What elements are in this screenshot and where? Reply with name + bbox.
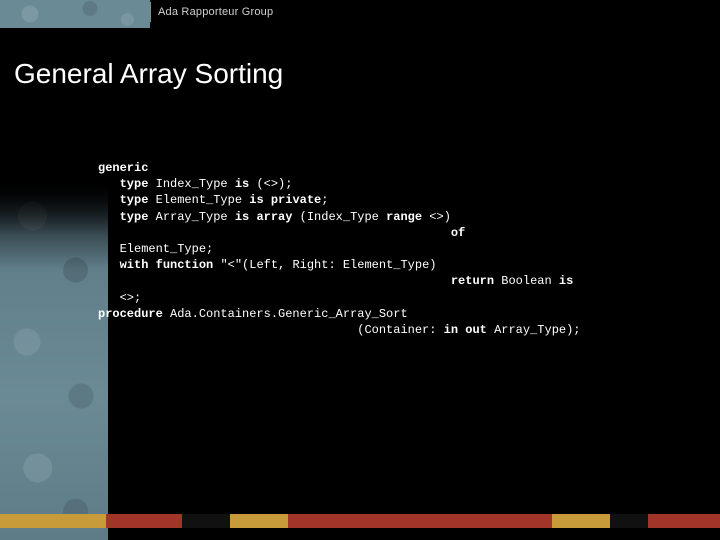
bottom-bar-segment (0, 514, 106, 528)
bottom-bar-segment (106, 514, 183, 528)
bottom-bar-segment (610, 514, 648, 528)
code-line: type Array_Type is array (Index_Type ran… (98, 209, 700, 225)
code-line: with function "<"(Left, Right: Element_T… (98, 257, 700, 273)
slide: Ada Rapporteur Group General Array Sorti… (0, 0, 720, 540)
bottom-bar-segment (648, 514, 720, 528)
code-line: Element_Type; (98, 241, 700, 257)
code-line: of (98, 225, 700, 241)
code-block: generic type Index_Type is (<>); type El… (98, 160, 700, 338)
code-line: procedure Ada.Containers.Generic_Array_S… (98, 306, 700, 322)
code-line: <>; (98, 290, 700, 306)
bottom-stripe-bar (0, 514, 720, 528)
bottom-bar-segment (182, 514, 230, 528)
code-line: type Element_Type is private; (98, 192, 700, 208)
left-texture-column (0, 180, 108, 540)
header-separator (150, 2, 151, 22)
bottom-bar-segment (230, 514, 288, 528)
code-line: (Container: in out Array_Type); (98, 322, 700, 338)
slide-title: General Array Sorting (14, 58, 283, 90)
header-label: Ada Rapporteur Group (158, 6, 273, 18)
header-texture-strip (0, 0, 150, 28)
bottom-bar-segment (288, 514, 552, 528)
code-line: generic (98, 160, 700, 176)
code-line: type Index_Type is (<>); (98, 176, 700, 192)
code-line: return Boolean is (98, 273, 700, 289)
bottom-bar-segment (552, 514, 610, 528)
